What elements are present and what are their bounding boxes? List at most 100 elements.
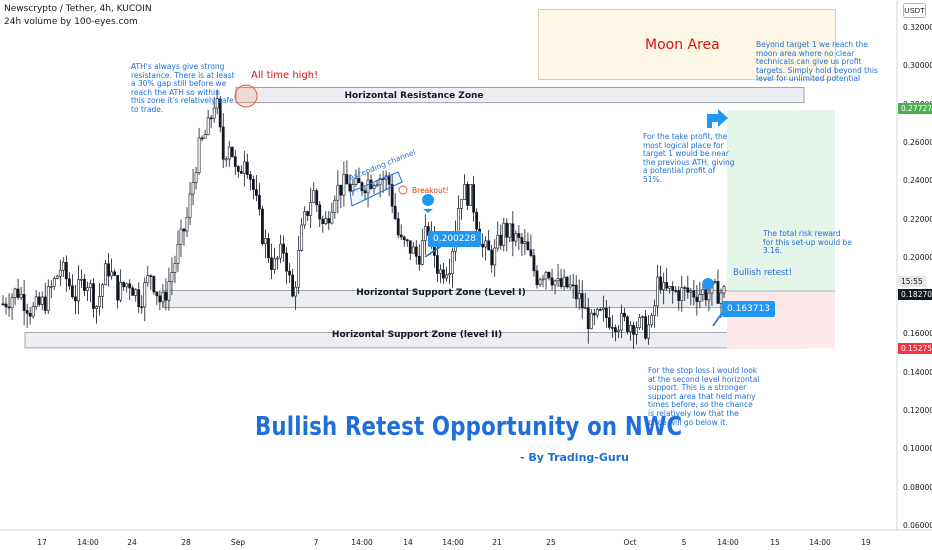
candle-body	[140, 306, 144, 309]
support-zone-1-label: Horizontal Support Zone (Level I)	[356, 288, 526, 298]
x-tick-label: 7	[313, 538, 319, 547]
candle-body	[64, 261, 68, 280]
resistance-zone-label: Horizontal Resistance Zone	[344, 91, 484, 101]
drawing-overlay	[234, 84, 728, 327]
y-tick-label: 0.060000	[903, 521, 932, 530]
candle-body	[248, 174, 252, 180]
candle-body	[607, 317, 611, 328]
candle-body	[161, 291, 165, 303]
candle-body	[236, 166, 240, 172]
all-time-high-label: All time high!	[251, 70, 319, 81]
candle-body	[312, 190, 316, 203]
candle-body	[218, 98, 222, 128]
candle-body	[589, 312, 593, 330]
author-byline: - By Trading-Guru	[520, 451, 629, 464]
candle-body	[559, 278, 563, 287]
moon-note: Beyond target 1 we reach the moon area w…	[756, 40, 878, 84]
candle-body	[345, 174, 349, 185]
candle-body	[466, 184, 469, 206]
candle-body	[339, 184, 343, 196]
candle-body	[197, 137, 201, 174]
candle-body	[10, 297, 14, 309]
candle-body	[644, 316, 647, 339]
candle-body	[553, 280, 557, 286]
candle-body	[402, 236, 406, 241]
bullish-retest-label: Bullish retest!	[733, 268, 793, 278]
candle-body	[300, 224, 304, 251]
chart-headline: Bullish Retest Opportunity on NWC	[255, 412, 683, 442]
candle-body	[472, 184, 476, 213]
price-bubble-1: 0.200228	[428, 231, 481, 247]
candle-body	[650, 315, 653, 326]
candle-body	[556, 278, 560, 282]
candle-body	[481, 243, 485, 248]
candle-body	[348, 183, 352, 192]
breakout-marker	[398, 185, 408, 195]
candle-body	[665, 282, 669, 289]
candle-body	[89, 283, 92, 288]
countdown-tag: 15:55	[898, 276, 926, 287]
candle-body	[538, 279, 542, 286]
candle-body	[303, 211, 307, 226]
take-profit-note: For the take profit, the most logical pl…	[643, 132, 735, 184]
candle-body	[242, 161, 246, 174]
candle-body	[656, 276, 660, 307]
candle-body	[200, 137, 204, 140]
candle-body	[167, 281, 171, 301]
candle-body	[80, 278, 83, 281]
symbol-title[interactable]: Newscrypto / Tether, 4h, KUCOIN	[4, 4, 152, 14]
candle-body	[632, 325, 635, 335]
candle-body	[366, 179, 370, 194]
candle-body	[212, 107, 216, 119]
candle-body	[490, 249, 494, 266]
location-pin-2	[702, 278, 715, 290]
candle-body	[671, 286, 675, 291]
candle-body	[104, 263, 107, 286]
x-tick-label: 14:00	[351, 538, 373, 547]
current-price-tag: 0.182701	[898, 289, 932, 300]
candle-body	[1, 303, 5, 306]
candle-body	[101, 284, 104, 297]
candle-body	[692, 290, 696, 298]
target-price-tag: 0.277274	[898, 103, 932, 114]
candle-body	[276, 257, 279, 260]
candle-body	[13, 288, 17, 298]
candle-body	[95, 306, 98, 309]
candle-body	[37, 296, 41, 305]
candle-body	[598, 309, 602, 311]
candle-body	[333, 199, 337, 213]
candle-body	[571, 284, 575, 287]
candle-body	[535, 270, 539, 286]
candle-body	[408, 240, 412, 254]
candle-body	[19, 294, 23, 298]
candle-body	[191, 182, 195, 195]
candle-body	[34, 296, 38, 307]
candle-body	[251, 179, 255, 190]
candle-body	[514, 233, 518, 242]
candle-body	[580, 293, 584, 309]
candle-body	[327, 218, 331, 224]
candle-body	[469, 184, 472, 206]
x-tick-label: 15	[770, 538, 780, 547]
candle-body	[255, 189, 258, 196]
candle-body	[399, 234, 403, 238]
target-arrow	[707, 109, 728, 128]
candle-body	[194, 172, 198, 183]
currency-button[interactable]: USDT	[903, 3, 926, 18]
candle-body	[309, 202, 313, 216]
stop-price-tag: 0.152759	[898, 343, 932, 354]
candle-body	[562, 276, 566, 287]
x-tick-label: 14:00	[717, 538, 739, 547]
volume-indicator-label[interactable]: 24h volume by 100-eyes.com	[4, 17, 138, 27]
candle-body	[475, 211, 479, 230]
candle-body	[110, 271, 114, 277]
candle-body	[288, 270, 291, 276]
support-zone-2-label: Horizontal Support Zone (level II)	[331, 330, 503, 340]
candle-body	[436, 255, 439, 274]
candle-body	[164, 291, 168, 301]
candle-body	[273, 258, 276, 270]
